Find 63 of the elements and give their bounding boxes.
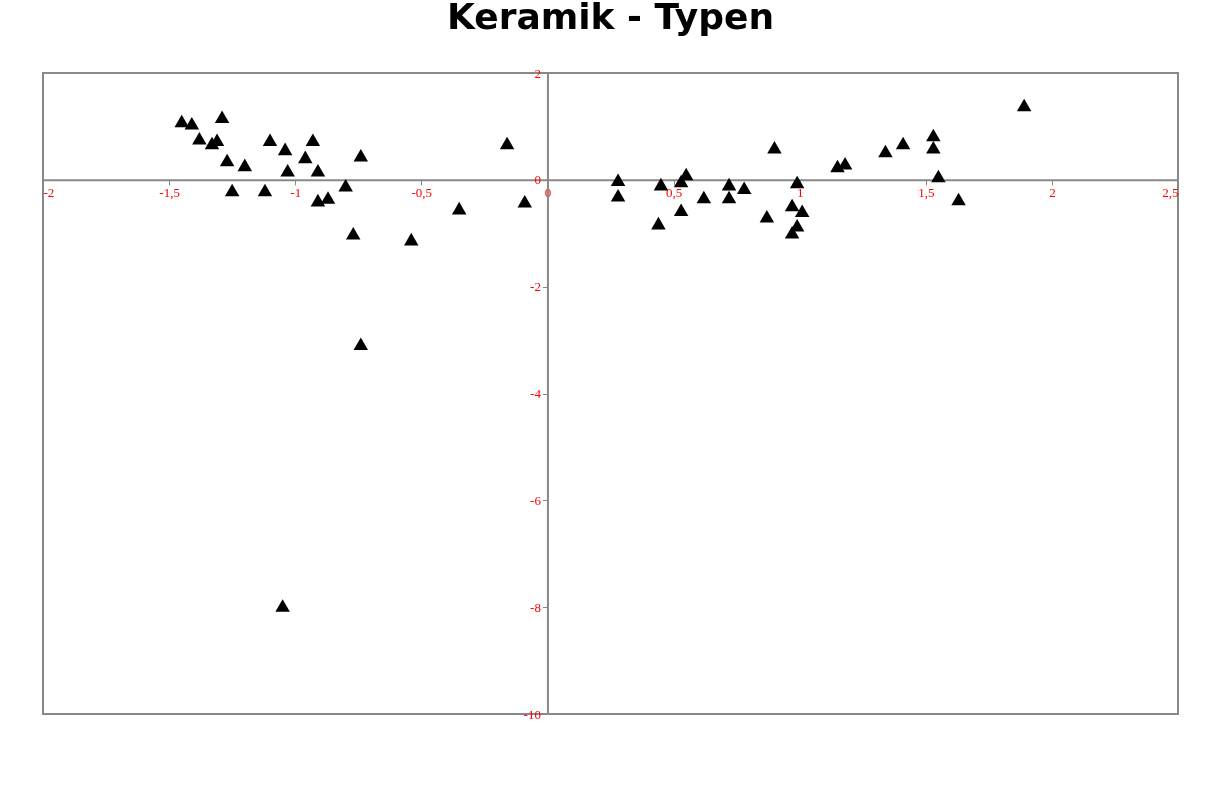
x-tick-label: -0,5 (411, 185, 433, 201)
point (275, 599, 290, 612)
point (298, 150, 313, 164)
point (305, 133, 321, 147)
point (895, 136, 911, 150)
point (736, 181, 752, 195)
point (310, 163, 326, 177)
point (174, 114, 189, 128)
x-tick-label: -2 (43, 185, 55, 201)
point (219, 153, 235, 167)
point (653, 177, 669, 191)
point (1016, 98, 1032, 112)
point (517, 194, 532, 208)
y-tick-label: -2 (530, 279, 541, 295)
point (784, 225, 800, 239)
x-tick-label: 2 (1049, 185, 1056, 201)
point (257, 183, 273, 197)
point (280, 163, 295, 177)
point (651, 216, 666, 230)
point (224, 183, 240, 197)
point (789, 175, 805, 189)
point (784, 198, 800, 212)
x-tick-label: -1 (290, 185, 302, 201)
point (404, 232, 419, 246)
point (610, 173, 626, 187)
y-tick-label: -10 (523, 706, 541, 722)
x-tick-label: 1,5 (918, 185, 935, 201)
point (878, 144, 893, 158)
point (759, 209, 775, 223)
point (696, 190, 712, 204)
point (184, 116, 200, 130)
point (320, 191, 336, 204)
y-tick-label: -8 (530, 599, 541, 615)
point (673, 203, 689, 217)
x-tick-label: 1 (796, 185, 804, 201)
point (262, 133, 278, 147)
y-tick-label: 2 (534, 65, 541, 81)
point (338, 178, 353, 192)
point (610, 189, 626, 202)
point (721, 177, 737, 191)
point (767, 140, 782, 154)
point (721, 190, 737, 204)
point (931, 169, 946, 183)
point (951, 192, 966, 206)
point (926, 140, 941, 154)
point (353, 337, 369, 351)
point (499, 136, 515, 150)
point (192, 131, 207, 145)
x-tick-label: 0,5 (665, 185, 683, 201)
point (926, 128, 941, 142)
chart-title: Keramik - Typen (446, 0, 775, 37)
point (214, 110, 230, 124)
x-tick-label: 2,5 (1162, 185, 1179, 201)
y-tick-label: 0 (534, 172, 541, 188)
point (277, 142, 293, 156)
point (794, 204, 810, 218)
y-tick-label: -4 (530, 386, 542, 401)
point (353, 148, 369, 162)
y-tick-label: -6 (530, 492, 542, 508)
point (451, 201, 467, 215)
point (345, 226, 361, 240)
point (237, 158, 253, 172)
x-tick-label: -1,5 (159, 185, 180, 201)
